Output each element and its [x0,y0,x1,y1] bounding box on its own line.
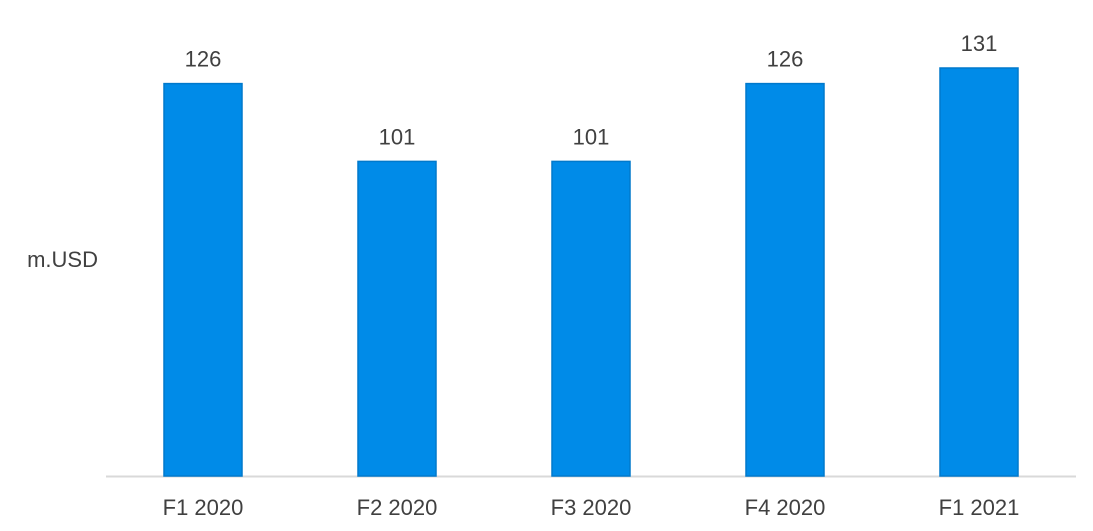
x-tick-label: F1 2021 [939,495,1020,520]
y-axis-label: m.USD [27,247,98,272]
bar-f2-2020 [357,160,437,477]
bar-f3-2020 [551,160,631,477]
bar-f4-2020 [745,82,825,477]
bar-f1-2021 [939,67,1019,477]
x-tick-label: F1 2020 [163,495,244,520]
bar-f1-2020 [163,82,243,477]
data-label: 101 [379,124,416,149]
x-tick-labels-group: F1 2020 F2 2020 F3 2020 F4 2020 F1 2021 [163,495,1020,520]
x-tick-label: F4 2020 [745,495,826,520]
data-label: 101 [573,124,610,149]
data-labels-group: 126 101 101 126 131 [185,31,998,149]
bars-group [163,67,1019,477]
data-label: 126 [767,47,804,72]
x-tick-label: F2 2020 [357,495,438,520]
x-tick-label: F3 2020 [551,495,632,520]
data-label: 126 [185,47,222,72]
data-label: 131 [961,31,998,56]
